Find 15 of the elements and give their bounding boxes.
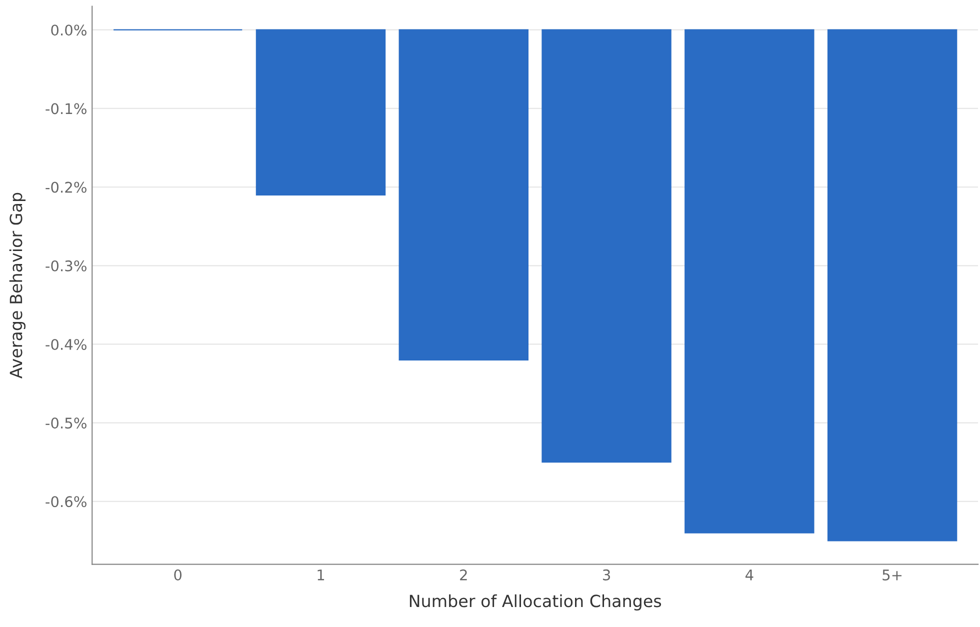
y-tick-label: -0.5% bbox=[46, 418, 86, 429]
x-tick-label: 2 bbox=[460, 569, 467, 580]
x-tick-label: 0 bbox=[174, 569, 182, 580]
y-tick-label: -0.1% bbox=[46, 103, 86, 114]
x-tick-label: 3 bbox=[603, 569, 610, 580]
y-tick-label: 0.0% bbox=[51, 24, 86, 36]
x-tick-label: 5+ bbox=[882, 570, 902, 580]
x-axis-title: Number of Allocation Changes bbox=[410, 594, 662, 611]
y-tick-label: -0.3% bbox=[46, 260, 86, 272]
x-tick-label: 4 bbox=[745, 570, 754, 580]
x-tick-label: 1 bbox=[318, 570, 324, 580]
y-axis-title: Average Behavior Gap bbox=[9, 192, 26, 379]
y-tick-label: -0.6% bbox=[46, 496, 86, 508]
y-tick-label: -0.4% bbox=[46, 338, 86, 350]
y-tick-label: -0.2% bbox=[46, 182, 86, 193]
